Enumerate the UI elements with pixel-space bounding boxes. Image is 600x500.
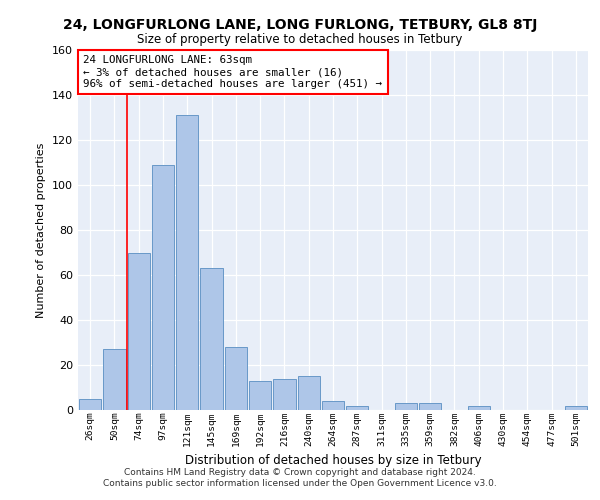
- Bar: [273, 378, 296, 410]
- Bar: [103, 349, 125, 410]
- Bar: [346, 406, 368, 410]
- Bar: [298, 376, 320, 410]
- Bar: [322, 401, 344, 410]
- Bar: [224, 347, 247, 410]
- Text: 24 LONGFURLONG LANE: 63sqm
← 3% of detached houses are smaller (16)
96% of semi-: 24 LONGFURLONG LANE: 63sqm ← 3% of detac…: [83, 56, 382, 88]
- Bar: [467, 406, 490, 410]
- Bar: [249, 381, 271, 410]
- Bar: [176, 116, 199, 410]
- Bar: [419, 403, 442, 410]
- Bar: [152, 165, 174, 410]
- Bar: [79, 399, 101, 410]
- Bar: [565, 406, 587, 410]
- Text: Size of property relative to detached houses in Tetbury: Size of property relative to detached ho…: [137, 32, 463, 46]
- Text: 24, LONGFURLONG LANE, LONG FURLONG, TETBURY, GL8 8TJ: 24, LONGFURLONG LANE, LONG FURLONG, TETB…: [63, 18, 537, 32]
- Bar: [395, 403, 417, 410]
- X-axis label: Distribution of detached houses by size in Tetbury: Distribution of detached houses by size …: [185, 454, 481, 467]
- Bar: [128, 252, 150, 410]
- Y-axis label: Number of detached properties: Number of detached properties: [37, 142, 46, 318]
- Bar: [200, 268, 223, 410]
- Text: Contains HM Land Registry data © Crown copyright and database right 2024.
Contai: Contains HM Land Registry data © Crown c…: [103, 468, 497, 487]
